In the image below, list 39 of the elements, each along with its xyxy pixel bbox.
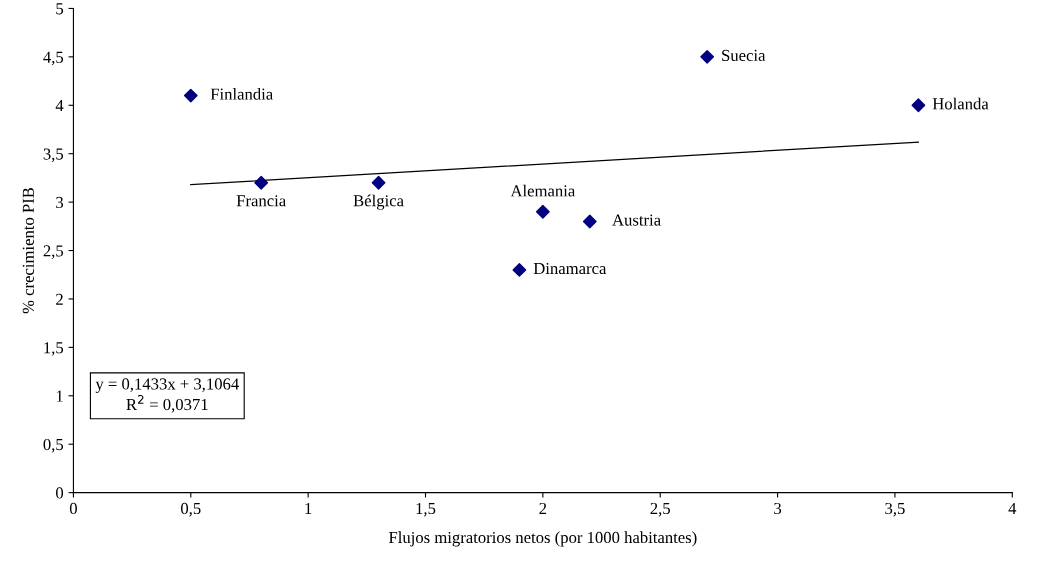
x-tick-label: 3,5 (885, 502, 905, 517)
y-tick-label: 4 (55, 100, 64, 112)
x-tick-label: 1 (305, 502, 312, 514)
annotation: Holanda (932, 97, 989, 110)
x-tick-label: 3 (774, 502, 782, 515)
y-tick-label: 5 (56, 3, 64, 15)
annotation: Finlandia (210, 88, 273, 100)
point (535, 204, 550, 219)
y-tick-label: 3,5 (43, 148, 64, 163)
x-axis-title: Flujos migratorios netos (por 1000 habitantes) (388, 531, 697, 547)
annotation: y = 0,1433x + 3,1064 R$^{2}$ = 0,0371 (95, 378, 239, 413)
y-tick-label: 0,5 (43, 438, 64, 453)
point (582, 214, 597, 229)
annotation: Austria (612, 214, 661, 226)
annotation: Alemania (510, 184, 576, 197)
annotation: Bélgica (353, 194, 404, 210)
annotation: Dinamarca (533, 262, 607, 275)
x-tick-label: 2 (539, 502, 547, 514)
y-axis-title: % crecimiento PIB (22, 187, 34, 314)
y-tick-label: 1,5 (44, 342, 64, 356)
y-tick-label: 3 (56, 196, 64, 209)
annotation: Suecia (722, 49, 766, 62)
x-tick-label: 0,5 (181, 502, 201, 517)
y-tick-label: 1 (56, 390, 63, 402)
point (371, 175, 386, 190)
x-tick-label: 1,5 (416, 502, 436, 517)
y-tick-label: 4,5 (43, 51, 64, 66)
point (911, 98, 926, 113)
x-tick-label: 2,5 (650, 502, 670, 517)
y-tick-label: 0 (56, 487, 64, 499)
x-tick-label: 4 (1008, 502, 1017, 514)
point (183, 88, 198, 103)
y-tick-label: 2,5 (43, 245, 64, 259)
point (700, 49, 715, 64)
x-tick-label: 0 (69, 502, 77, 515)
annotation: Francia (236, 195, 286, 207)
y-tick-label: 2 (56, 293, 63, 305)
point (254, 175, 269, 190)
point (512, 262, 527, 277)
